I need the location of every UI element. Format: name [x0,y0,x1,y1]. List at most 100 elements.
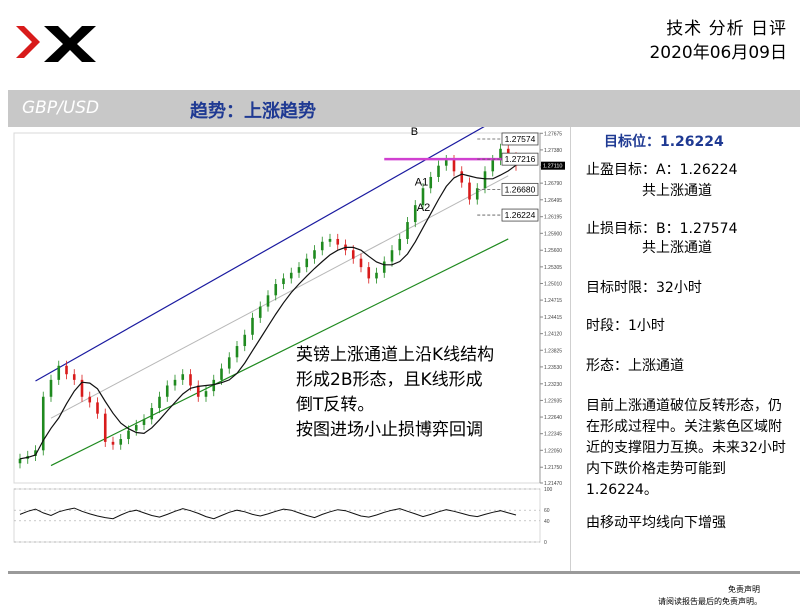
xm-logo: XM [14,18,118,66]
candle-body [483,171,487,189]
level-value: 1.26680 [505,184,536,194]
oscillator-level-label: 40 [544,519,550,525]
candle-body [297,267,301,273]
candle-body [196,385,200,397]
level-tag [501,182,539,196]
price-tag-box [541,161,565,170]
candle-body [305,258,309,268]
candle-body [266,295,270,307]
candle-body [150,408,154,420]
candle-body [220,368,223,380]
candle-body [88,396,92,403]
y-tick-label: 1.26790 [544,181,562,187]
candle-body [204,391,208,397]
candle-body [460,171,464,183]
candle-body [181,374,185,380]
candle-body [119,439,123,445]
candle-body [142,419,146,425]
candle-body [72,374,76,380]
candle-body [499,148,502,161]
currency-pair: GBP/USD [22,98,100,118]
level-label: A1 [415,176,428,188]
candle-body [328,238,332,242]
candle-body [235,346,239,358]
y-tick-label: 1.25900 [544,231,562,237]
moving-average-line [19,164,517,460]
candle-body [336,238,340,245]
candle-body [127,430,130,440]
candle-body [452,160,456,172]
candle-body [406,222,409,239]
candle-body [57,365,61,380]
level-tag [501,132,539,146]
report-date: 2020年06月09日 [649,43,787,63]
candle-body [475,188,479,200]
y-tick-label: 1.25305 [544,265,562,271]
level-value: 1.27216 [505,154,536,164]
candle-body [251,317,254,335]
trend-label: 趋势：上涨趋势 [190,101,316,122]
disclaimer-title: 免责声明 [728,585,760,594]
upper-channel-line [35,127,485,382]
candle-body [398,238,402,251]
y-tick-label: 1.23825 [544,348,562,354]
timeframe: 时段：1小时 [586,318,665,334]
candle-body [212,379,216,392]
candle-body [375,272,378,279]
annotation-line: 倒T反转。 [296,395,375,415]
candle-body [103,413,107,442]
stop-loss-sub: 共上涨通道 [642,240,712,256]
candle-body [41,396,45,451]
chart-annotation: 英镑上涨通道上沿K线结构 形成2B形态，且K线形成 倒T反转。 按图进场小止损博… [296,343,494,443]
oscillator-line [19,507,517,520]
candle-body [313,250,316,259]
stop-loss: 止损目标：B：1.27574 [586,221,738,237]
y-tick-label: 1.27675 [544,131,562,137]
candle-body [413,205,417,223]
candle-body [173,379,177,386]
candle-body [421,188,425,206]
candle-body [382,261,386,273]
take-profit: 止盈目标：A：1.26224 [586,162,738,178]
y-tick-label: 1.22640 [544,415,562,421]
panel-divider [570,127,571,572]
candle-body [274,284,278,296]
y-tick-label: 1.21750 [544,465,562,471]
analysis-description: 目前上涨通道破位反转形态，仍在形成过程中。关注紫色区域附近的支撑阻力互换。未来3… [586,398,786,498]
mid-channel-line [50,175,509,419]
candle-body [367,267,371,279]
candle-body [189,374,192,386]
candle-body [289,272,293,279]
candle-body [351,250,355,259]
oscillator-level-label: 100 [544,487,553,493]
y-tick-label: 1.26495 [544,198,562,204]
y-tick-label: 1.25600 [544,248,562,254]
candle-body [243,334,247,347]
candle-body [18,458,22,464]
candle-body [258,306,262,318]
price-tag-label: 1.27110 [543,164,562,170]
time-limit: 目标时限：32小时 [586,280,702,296]
y-tick-label: 1.23530 [544,365,562,371]
oscillator-frame [13,488,541,543]
level-label: A2 [417,202,430,214]
candle-body [429,176,433,189]
price-chart: 1.27574 B 1.27216 1.26680 A1 1.26224 A2 1.2767… [13,127,565,546]
candle-body [96,402,99,414]
y-tick-label: 1.24120 [544,332,562,338]
y-tick-label: 1.23230 [544,382,562,388]
target-level: 目标位：1.26224 [604,134,724,150]
annotation-line: 英镑上涨通道上沿K线结构 [296,345,495,365]
level-tag [501,152,539,166]
y-tick-label: 1.22050 [544,448,562,454]
oscillator-level-label: 60 [544,508,550,514]
candle-body [111,441,115,445]
y-tick-label: 1.27380 [544,148,562,154]
candle-body [320,241,324,251]
report-title: 技术 分析 日评 [666,19,787,39]
candle-body [390,250,394,262]
candle-body [227,357,231,369]
title-band [8,90,800,127]
oscillator-level-label: 0 [544,540,547,546]
y-tick-label: 1.26195 [544,215,562,221]
